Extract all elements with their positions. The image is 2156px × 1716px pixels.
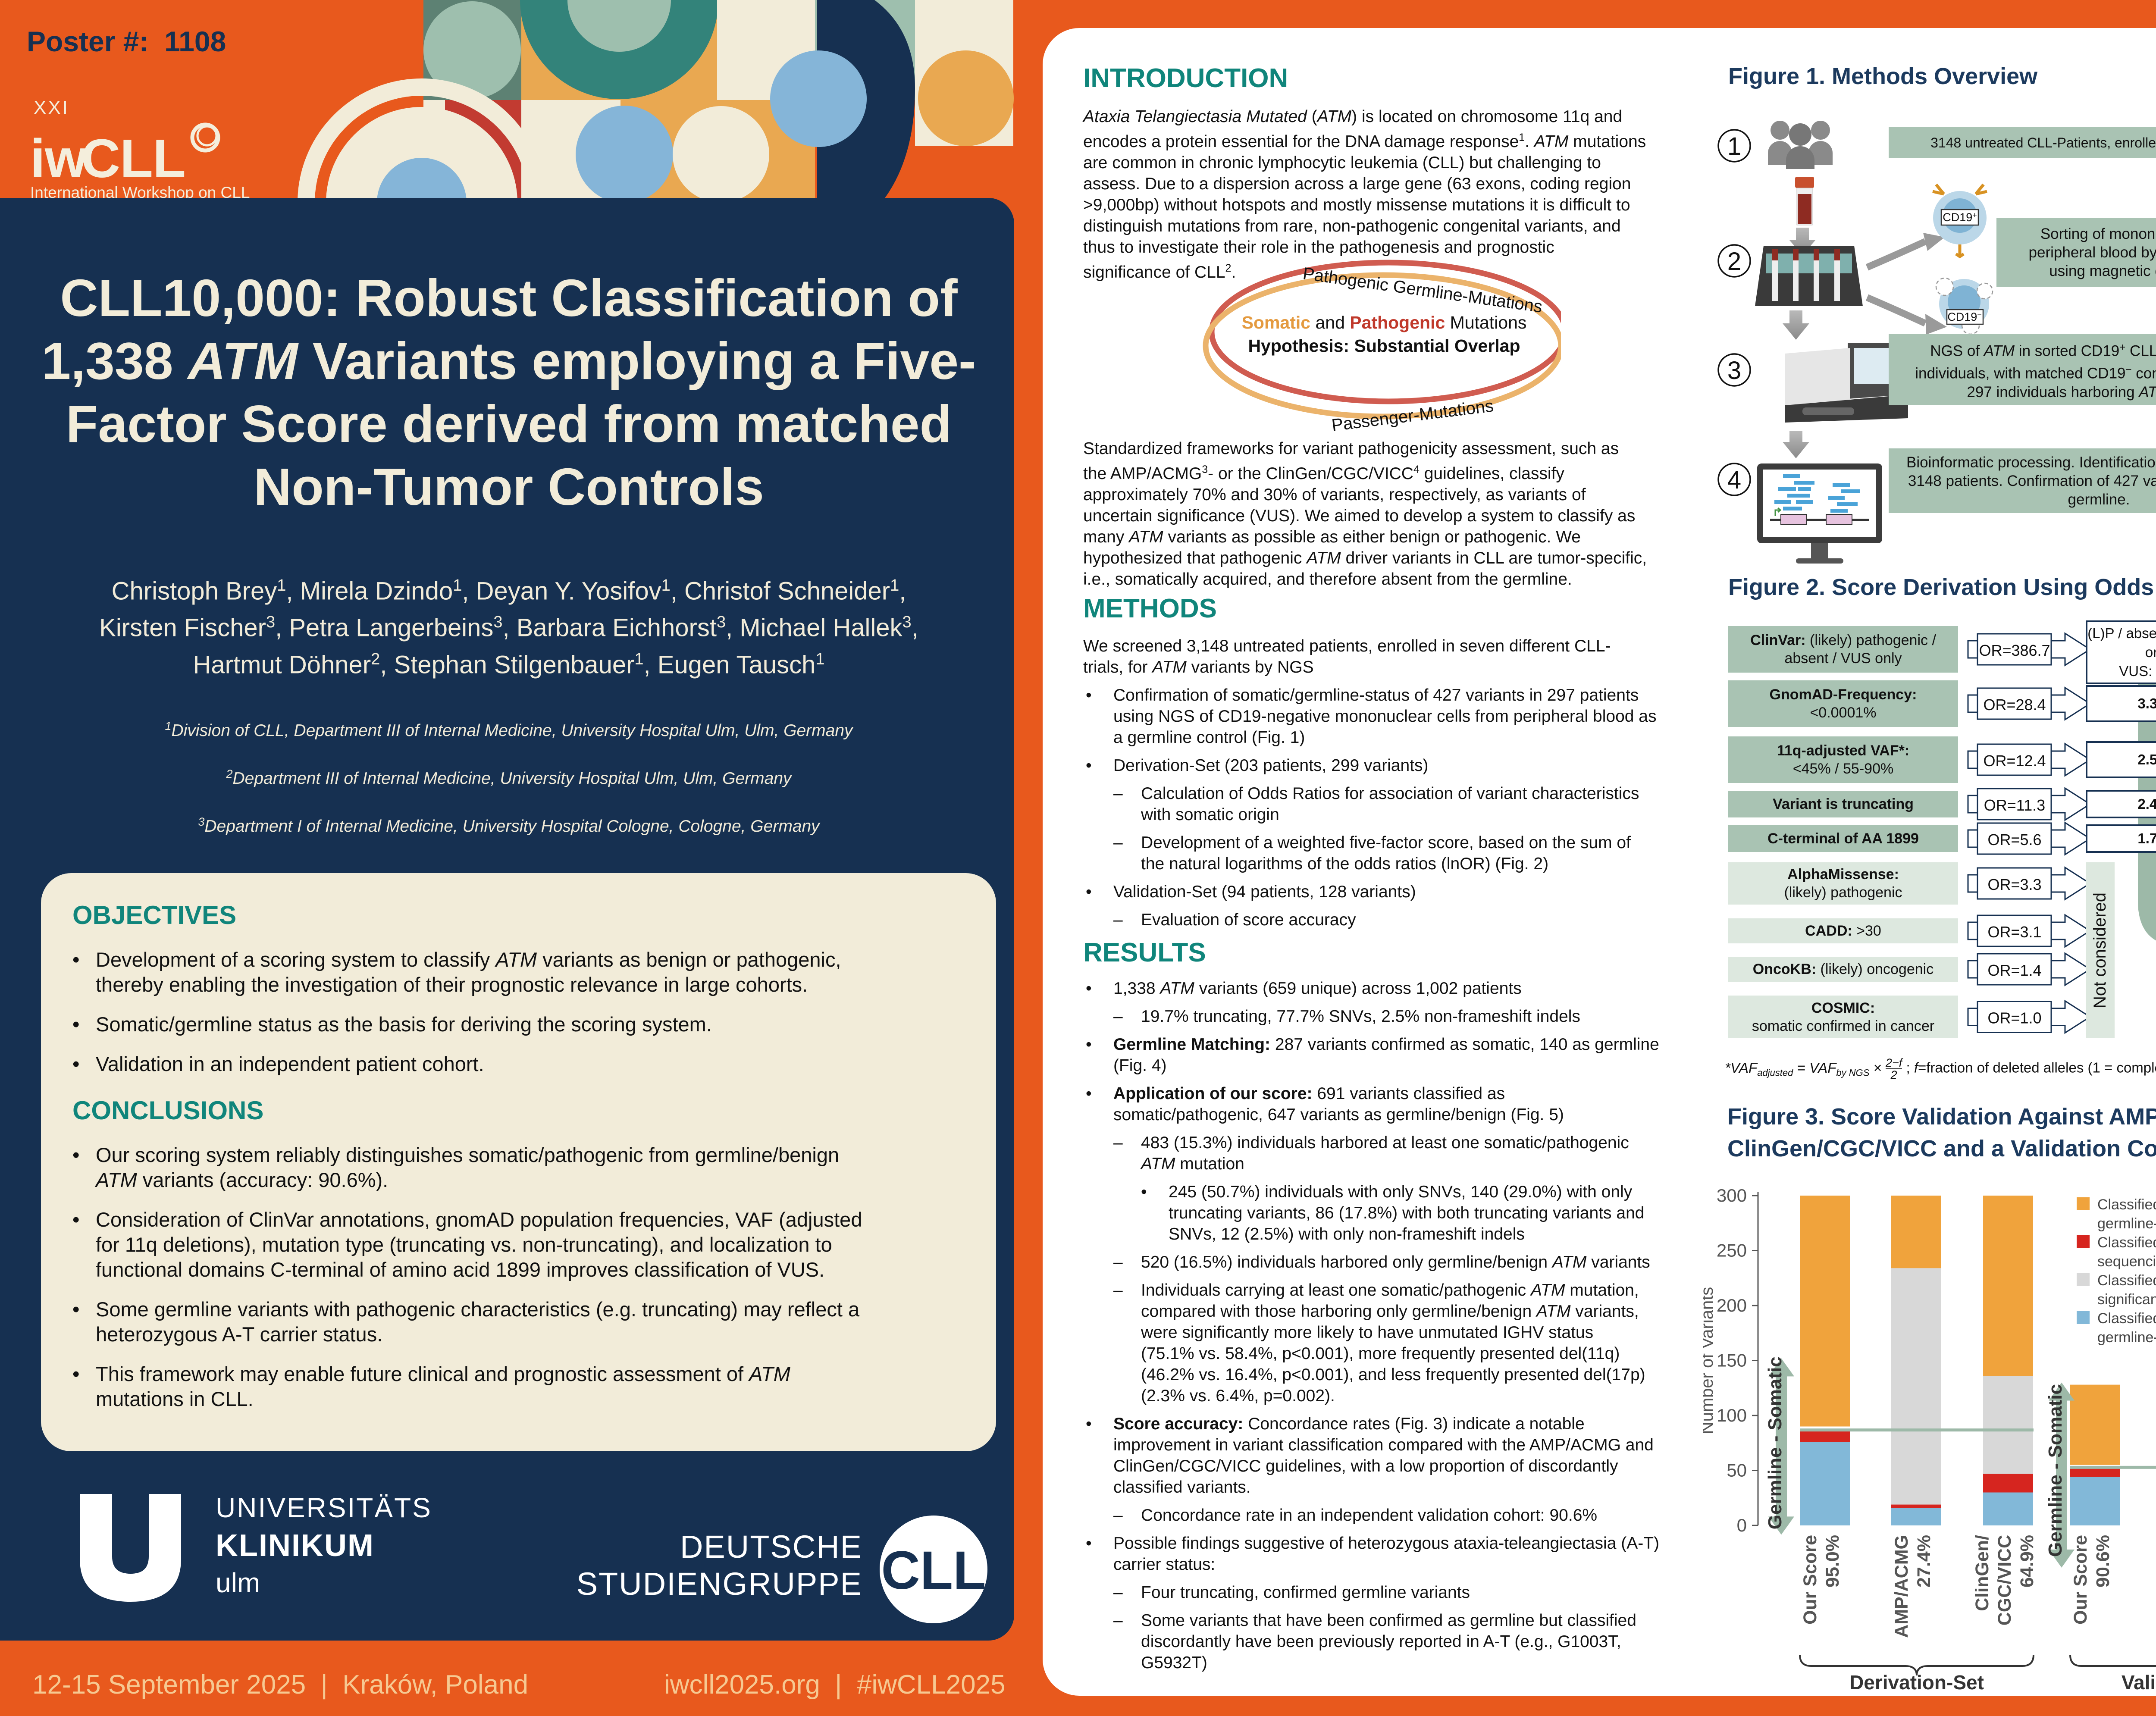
svg-text:OR=1.4: OR=1.4 bbox=[1987, 961, 2041, 979]
svg-text:OR=5.6: OR=5.6 bbox=[1987, 831, 2041, 849]
svg-text:OR=3.1: OR=3.1 bbox=[1987, 923, 2041, 941]
svg-text:OR=11.3: OR=11.3 bbox=[1984, 796, 2045, 814]
svg-text:CD19+: CD19+ bbox=[1943, 211, 1977, 224]
svg-text:Our Score: Our Score bbox=[1800, 1535, 1821, 1625]
svg-text:3: 3 bbox=[1727, 357, 1741, 385]
svg-text:ClinGen/: ClinGen/ bbox=[1972, 1535, 1993, 1611]
svg-text:AMP/ACMG: AMP/ACMG bbox=[1891, 1535, 1912, 1638]
svg-text:Classified discordant to germl: Classified discordant to germline- bbox=[2097, 1234, 2156, 1251]
svg-text:CD19−: CD19− bbox=[1947, 310, 1982, 323]
svg-text:Number of Variants: Number of Variants bbox=[1703, 1287, 1717, 1434]
svg-text:Our Score: Our Score bbox=[2070, 1535, 2091, 1625]
svg-text:Classified as germline/benign;: Classified as germline/benign; bbox=[2097, 1310, 2156, 1327]
svg-text:4: 4 bbox=[1727, 466, 1741, 494]
svg-text:Germline - Somatic: Germline - Somatic bbox=[2045, 1384, 2066, 1557]
svg-text:Classified as somatic/pathogen: Classified as somatic/pathogenic; bbox=[2097, 1196, 2156, 1213]
svg-text:significance: significance bbox=[2097, 1291, 2156, 1308]
svg-text:Pathogenic Germline-Mutations: Pathogenic Germline-Mutations bbox=[1302, 264, 1544, 316]
svg-text:OR=28.4: OR=28.4 bbox=[1983, 696, 2046, 714]
svg-text:95.0%: 95.0% bbox=[1822, 1535, 1843, 1588]
svg-text:Derivation-Set: Derivation-Set bbox=[1849, 1671, 1984, 1694]
svg-text:sequencing: sequencing bbox=[2097, 1253, 2156, 1270]
svg-text:100: 100 bbox=[1717, 1405, 1747, 1425]
svg-text:1: 1 bbox=[1727, 132, 1741, 160]
svg-text:germline-concordant: germline-concordant bbox=[2097, 1329, 2156, 1346]
svg-text:2: 2 bbox=[1727, 247, 1741, 276]
svg-text:CGC/VICC: CGC/VICC bbox=[1994, 1535, 2015, 1625]
svg-text:Validation-Set: Validation-Set bbox=[2122, 1671, 2156, 1694]
svg-text:Hypothesis: Substantial Overla: Hypothesis: Substantial Overlap bbox=[1248, 336, 1520, 356]
svg-text:germline-concordant: germline-concordant bbox=[2097, 1215, 2156, 1232]
svg-text:27.4%: 27.4% bbox=[1914, 1535, 1934, 1588]
svg-text:64.9%: 64.9% bbox=[2017, 1535, 2037, 1588]
svg-text:150: 150 bbox=[1717, 1350, 1747, 1371]
svg-text:0: 0 bbox=[1737, 1515, 1747, 1535]
svg-text:300: 300 bbox=[1717, 1185, 1747, 1206]
svg-text:200: 200 bbox=[1717, 1295, 1747, 1315]
svg-text:Somatic and Pathogenic Mutatio: Somatic and Pathogenic Mutations bbox=[1242, 313, 1527, 332]
svg-text:OR=386.7: OR=386.7 bbox=[1979, 642, 2050, 659]
svg-text:OR=12.4: OR=12.4 bbox=[1983, 752, 2046, 770]
svg-text:OR=1.0: OR=1.0 bbox=[1987, 1009, 2041, 1027]
svg-text:OR=3.3: OR=3.3 bbox=[1987, 876, 2041, 893]
svg-text:50: 50 bbox=[1727, 1460, 1747, 1481]
svg-text:90.6%: 90.6% bbox=[2093, 1535, 2113, 1588]
svg-text:Germline - Somatic: Germline - Somatic bbox=[1764, 1356, 1786, 1529]
svg-text:250: 250 bbox=[1717, 1240, 1747, 1261]
svg-text:CLL: CLL bbox=[881, 1541, 986, 1600]
svg-text:Classified as variant of unkno: Classified as variant of unknown bbox=[2097, 1272, 2156, 1289]
